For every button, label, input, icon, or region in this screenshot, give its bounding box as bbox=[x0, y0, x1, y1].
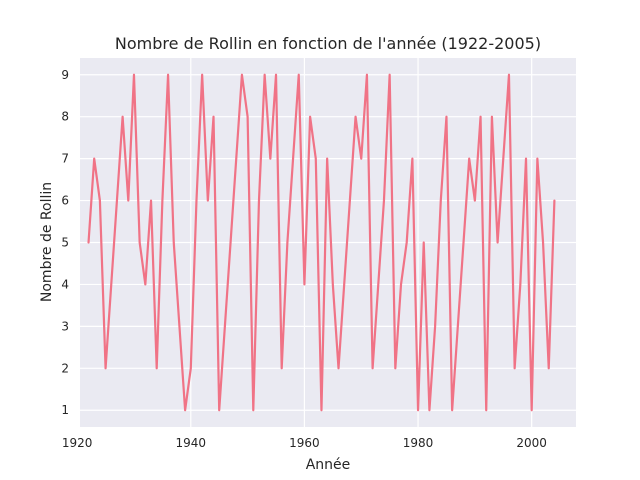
y-tick-label: 4 bbox=[61, 277, 69, 291]
y-tick-label: 1 bbox=[61, 403, 69, 417]
y-tick-label: 3 bbox=[61, 319, 69, 333]
x-tick-label: 1920 bbox=[62, 436, 93, 450]
y-axis-label: Nombre de Rollin bbox=[39, 182, 55, 302]
y-tick-label: 5 bbox=[61, 236, 69, 250]
x-axis-label: Année bbox=[306, 457, 351, 473]
x-tick-label: 1940 bbox=[176, 436, 207, 450]
y-tick-label: 2 bbox=[61, 361, 69, 375]
y-tick-label: 8 bbox=[61, 110, 69, 124]
chart-title: Nombre de Rollin en fonction de l'année … bbox=[115, 34, 541, 53]
series-line bbox=[87, 73, 556, 412]
x-tick-labels: 1920 1940 1960 1980 2000 bbox=[62, 436, 547, 450]
x-tick-label: 2000 bbox=[516, 436, 547, 450]
y-tick-labels: 1 2 3 4 5 6 7 8 9 bbox=[61, 68, 69, 417]
y-tick-label: 7 bbox=[61, 152, 69, 166]
y-tick-label: 9 bbox=[61, 68, 69, 82]
x-tick-label: 1980 bbox=[403, 436, 434, 450]
x-tick-label: 1960 bbox=[289, 436, 320, 450]
y-tick-label: 6 bbox=[61, 194, 69, 208]
